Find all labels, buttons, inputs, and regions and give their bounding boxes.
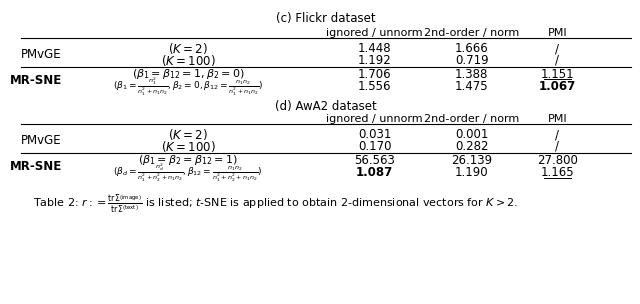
Text: PMvGE: PMvGE — [21, 48, 61, 61]
Text: $(K=2)$: $(K=2)$ — [168, 42, 208, 57]
Text: $(\beta_1 = \frac{n_1^2}{n_1^2+n_1 n_2}, \beta_2 = 0, \beta_{12} = \frac{n_1 n_2: $(\beta_1 = \frac{n_1^2}{n_1^2+n_1 n_2},… — [113, 76, 263, 98]
Text: 2nd-order / norm: 2nd-order / norm — [424, 114, 519, 124]
Text: (c) Flickr dataset: (c) Flickr dataset — [276, 12, 376, 25]
Text: 0.031: 0.031 — [358, 129, 391, 141]
Text: PMvGE: PMvGE — [21, 134, 61, 147]
Text: $(\beta_1 = \beta_{12} = 1, \beta_2 = 0)$: $(\beta_1 = \beta_{12} = 1, \beta_2 = 0)… — [132, 67, 244, 81]
Text: 1.192: 1.192 — [358, 54, 392, 67]
Text: $(K=2)$: $(K=2)$ — [168, 127, 208, 143]
Text: 1.087: 1.087 — [356, 167, 393, 179]
Text: 1.706: 1.706 — [358, 67, 392, 81]
Text: 56.563: 56.563 — [354, 154, 395, 167]
Text: 27.800: 27.800 — [537, 154, 578, 167]
Text: 1.666: 1.666 — [455, 43, 488, 56]
Text: 1.165: 1.165 — [540, 167, 574, 179]
Text: 0.001: 0.001 — [455, 129, 488, 141]
Text: 1.448: 1.448 — [358, 43, 392, 56]
Text: $(K=100)$: $(K=100)$ — [161, 139, 216, 154]
Text: 1.388: 1.388 — [455, 67, 488, 81]
Text: $(K=100)$: $(K=100)$ — [161, 53, 216, 67]
Text: PMI: PMI — [547, 114, 567, 124]
Text: Table 2: $r := \frac{\mathrm{tr}\Sigma^{(\mathrm{image})}}{\mathrm{tr}\Sigma^{(\: Table 2: $r := \frac{\mathrm{tr}\Sigma^{… — [33, 194, 518, 216]
Text: ignored / unnorm: ignored / unnorm — [326, 28, 423, 38]
Text: 1.475: 1.475 — [455, 81, 488, 94]
Text: /: / — [556, 140, 559, 153]
Text: PMI: PMI — [547, 28, 567, 38]
Text: $(\beta_1 = \beta_2 = \beta_{12} = 1)$: $(\beta_1 = \beta_2 = \beta_{12} = 1)$ — [138, 153, 238, 167]
Text: (d) AwA2 dataset: (d) AwA2 dataset — [275, 100, 377, 113]
Text: 2nd-order / norm: 2nd-order / norm — [424, 28, 519, 38]
Text: 26.139: 26.139 — [451, 154, 492, 167]
Text: /: / — [556, 43, 559, 56]
Text: ignored / unnorm: ignored / unnorm — [326, 114, 423, 124]
Text: $(\beta_d = \frac{n_d^2}{n_1^2+n_2^2+n_1 n_2}, \beta_{12} = \frac{n_1 n_2}{n_1^2: $(\beta_d = \frac{n_d^2}{n_1^2+n_2^2+n_1… — [113, 162, 262, 184]
Text: 0.282: 0.282 — [455, 140, 488, 153]
Text: /: / — [556, 129, 559, 141]
Text: 0.719: 0.719 — [455, 54, 488, 67]
Text: 0.170: 0.170 — [358, 140, 391, 153]
Text: MR-SNE: MR-SNE — [10, 160, 61, 173]
Text: /: / — [556, 54, 559, 67]
Text: 1.151: 1.151 — [540, 67, 574, 81]
Text: 1.190: 1.190 — [455, 167, 488, 179]
Text: 1.556: 1.556 — [358, 81, 391, 94]
Text: 1.067: 1.067 — [539, 81, 576, 94]
Text: MR-SNE: MR-SNE — [10, 74, 61, 87]
